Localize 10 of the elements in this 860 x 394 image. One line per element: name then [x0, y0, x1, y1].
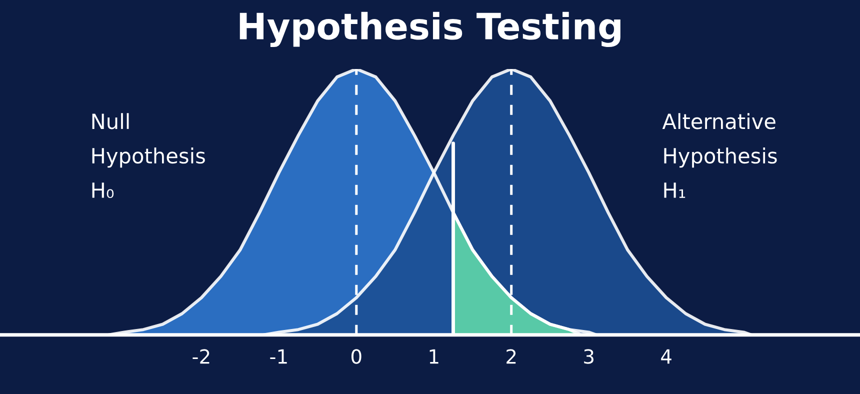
x-tick-label: -1	[270, 349, 287, 364]
x-tick-label: 3	[584, 349, 594, 364]
annotation: Alternative Hypothesis H₁	[662, 113, 777, 198]
x-tick-label: 4	[661, 349, 672, 364]
x-tick-label: 1	[430, 349, 438, 364]
x-tick-label: 2	[506, 349, 516, 364]
x-tick-label: 0	[351, 349, 362, 364]
x-tick-label: -2	[192, 349, 210, 364]
chart-title: Hypothesis Testing	[240, 12, 620, 48]
annotation: Null Hypothesis H₀	[92, 113, 205, 198]
